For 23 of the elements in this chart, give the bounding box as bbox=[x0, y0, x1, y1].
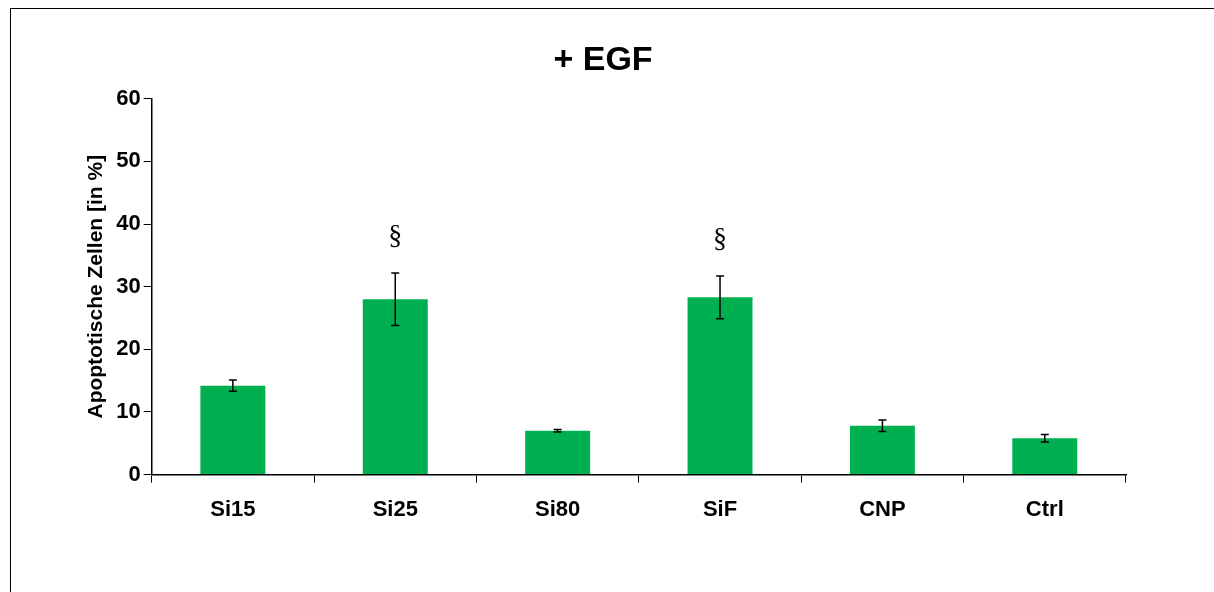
x-tick-label: Si25 bbox=[372, 495, 418, 521]
y-tick-label: 50 bbox=[116, 147, 141, 173]
annotation: § bbox=[388, 219, 403, 251]
y-tick-label: 40 bbox=[116, 210, 141, 236]
y-tick-label: 20 bbox=[116, 335, 141, 361]
y-tick-label: 10 bbox=[116, 398, 141, 424]
bar bbox=[362, 299, 428, 475]
x-tick-label: Si15 bbox=[210, 495, 256, 521]
y-tick-label: 0 bbox=[128, 460, 141, 486]
bar bbox=[1012, 438, 1078, 475]
x-tick-label: CNP bbox=[859, 495, 906, 521]
y-tick-label: 60 bbox=[116, 84, 141, 110]
annotation: § bbox=[713, 222, 728, 254]
y-axis-title: Apoptotische Zellen [in %] bbox=[83, 154, 107, 419]
bar bbox=[200, 385, 266, 475]
bar bbox=[687, 297, 753, 475]
bar bbox=[849, 425, 915, 475]
bar bbox=[525, 430, 591, 475]
x-tick-label: Ctrl bbox=[1025, 495, 1064, 521]
chart-title: + EGF bbox=[553, 38, 653, 77]
x-tick-label: Si80 bbox=[535, 495, 581, 521]
y-tick-label: 30 bbox=[116, 272, 141, 298]
x-tick-label: SiF bbox=[702, 495, 738, 521]
